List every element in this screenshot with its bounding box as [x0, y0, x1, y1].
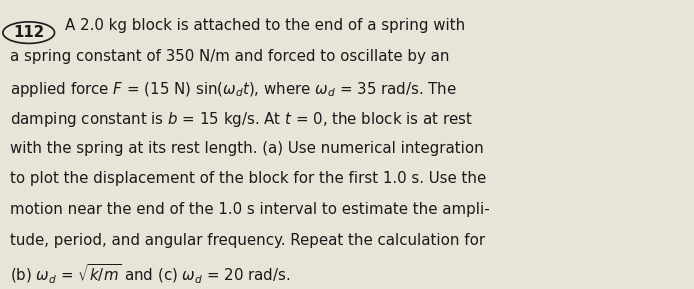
Text: tude, period, and angular frequency. Repeat the calculation for: tude, period, and angular frequency. Rep… — [10, 233, 486, 248]
Text: with the spring at its rest length. (a) Use numerical integration: with the spring at its rest length. (a) … — [10, 141, 484, 156]
Text: applied force $F$ = (15 N) sin($\omega_d t$), where $\omega_d$ = 35 rad/s. The: applied force $F$ = (15 N) sin($\omega_d… — [10, 80, 457, 99]
Text: (b) $\omega_d$ = $\sqrt{k/m}$ and (c) $\omega_d$ = 20 rad/s.: (b) $\omega_d$ = $\sqrt{k/m}$ and (c) $\… — [10, 263, 291, 286]
Text: A 2.0 kg block is attached to the end of a spring with: A 2.0 kg block is attached to the end of… — [65, 18, 465, 34]
Text: motion near the end of the 1.0 s interval to estimate the ampli-: motion near the end of the 1.0 s interva… — [10, 202, 490, 217]
Text: a spring constant of 350 N/m and forced to oscillate by an: a spring constant of 350 N/m and forced … — [10, 49, 450, 64]
Text: damping constant is $b$ = 15 kg/s. At $t$ = 0, the block is at rest: damping constant is $b$ = 15 kg/s. At $t… — [10, 110, 473, 129]
Text: to plot the displacement of the block for the first 1.0 s. Use the: to plot the displacement of the block fo… — [10, 171, 486, 186]
Text: 112: 112 — [13, 25, 44, 40]
